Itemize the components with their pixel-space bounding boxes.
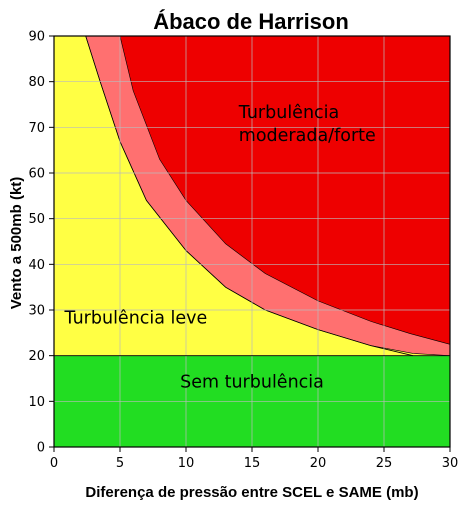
y-tick-label: 0	[37, 441, 45, 456]
region-label-moderate-severe: Turbulência moderada/forte	[238, 103, 376, 146]
region-label-line: moderada/forte	[239, 126, 376, 146]
y-tick-label: 70	[28, 121, 45, 136]
y-tick-label: 50	[28, 212, 45, 227]
x-tick-label: 20	[310, 456, 327, 471]
x-tick-label: 5	[116, 456, 124, 471]
plot-area: 0 5 10 15 20 25 30 0 10 20 30 40 50 60 70 80 90 Turbulênc…	[28, 30, 458, 472]
y-tick-label: 80	[28, 75, 45, 90]
y-tick-label: 40	[28, 258, 45, 273]
chart-title: Ábaco de Harrison	[153, 9, 349, 34]
x-tick-label: 15	[244, 456, 261, 471]
region-label-line: Turbulência	[238, 103, 339, 123]
y-tick-label: 30	[28, 304, 45, 319]
y-tick-label: 90	[28, 30, 45, 45]
region-label-light: Turbulência leve	[64, 309, 208, 329]
x-tick-label: 30	[442, 456, 459, 471]
x-tick-label: 25	[376, 456, 393, 471]
y-axis-label: Vento a 500mb (kt)	[8, 177, 25, 310]
y-tick-label: 20	[28, 349, 45, 364]
region-label-none: Sem turbulência	[180, 373, 324, 393]
x-tick-label: 0	[50, 456, 58, 471]
x-axis-label: Diferença de pressão entre SCEL e SAME (…	[85, 484, 418, 501]
y-tick-label: 10	[28, 395, 45, 410]
x-tick-label: 10	[178, 456, 195, 471]
y-tick-label: 60	[28, 167, 45, 182]
